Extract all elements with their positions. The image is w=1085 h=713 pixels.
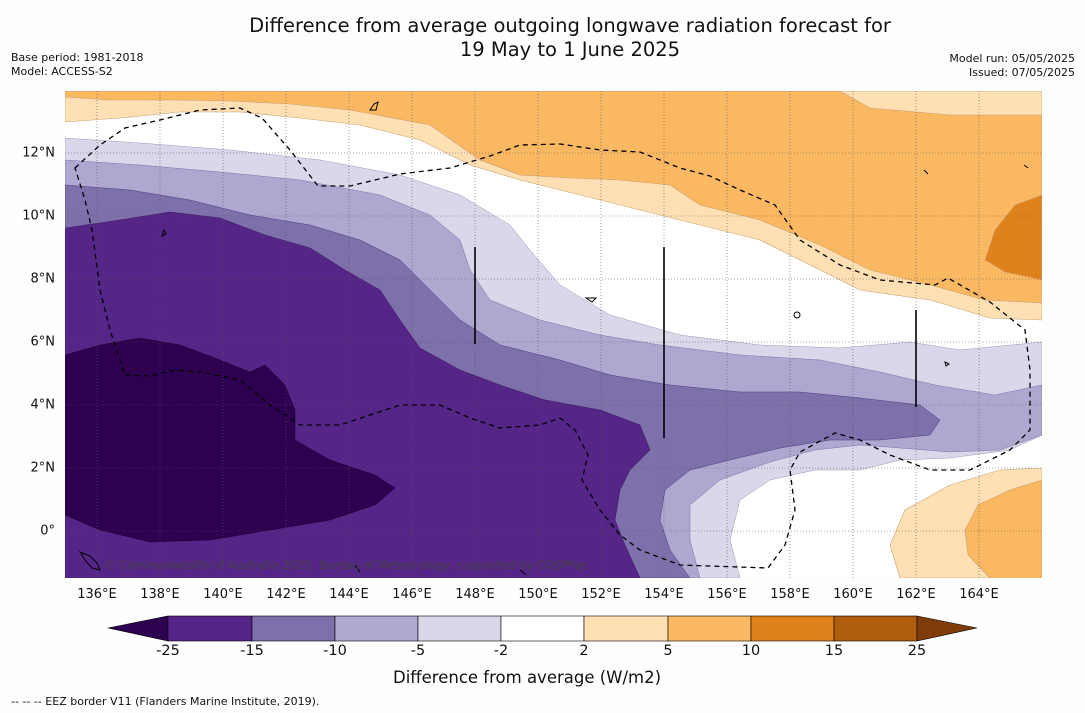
colorbar-bin-4 <box>417 615 502 642</box>
map-title: Difference from average outgoing longwav… <box>0 14 1085 62</box>
colorbar-bin-9 <box>833 615 918 642</box>
field-bin-pos-5-10 <box>65 91 1042 304</box>
colorbar-bin-7 <box>667 615 752 642</box>
colorbar-tick-label: -10 <box>323 643 347 659</box>
x-tick-label: 152°E <box>581 587 621 602</box>
colorbar-tick-label: -15 <box>240 643 264 659</box>
colorbar-tick-label: -25 <box>156 643 180 659</box>
x-tick-label: 136°E <box>77 587 117 602</box>
x-tick-label: 160°E <box>833 587 873 602</box>
colorbar-bin-6 <box>583 615 669 642</box>
colorbar-bin-3 <box>334 615 419 642</box>
x-tick-label: 146°E <box>392 587 432 602</box>
eez-border <box>74 107 1031 569</box>
islands <box>78 101 1029 576</box>
x-tick-label: 150°E <box>518 587 558 602</box>
y-tick-label: 4°N <box>30 397 56 413</box>
colorbar-extend-high <box>916 615 978 642</box>
colorbar-tick-label: 5 <box>663 643 673 659</box>
map-title-line1: Difference from average outgoing longwav… <box>249 14 891 37</box>
x-tick-label: 156°E <box>707 587 747 602</box>
x-tick-label: 164°E <box>959 587 999 602</box>
model-name: Model: ACCESS-S2 <box>11 65 113 78</box>
x-tick-label: 144°E <box>329 587 369 602</box>
colorbar-tick-label: 25 <box>907 643 927 659</box>
y-tick-label: 10°N <box>22 208 55 224</box>
colorbar-bin-5 <box>500 615 585 642</box>
x-tick-label: 154°E <box>644 587 684 602</box>
colorbar-tick-label: -5 <box>410 643 426 659</box>
map-credit: © Commonwealth of Australia 2025, Bureau… <box>104 558 589 572</box>
x-tick-label: 140°E <box>203 587 243 602</box>
field-bin-pos-2-5-top <box>240 91 1042 116</box>
colorbar-tick-label: 10 <box>741 643 761 659</box>
eez-footnote: -- -- -- EEZ border V11 (Flanders Marine… <box>11 695 320 708</box>
x-tick-label: 162°E <box>896 587 936 602</box>
graticule <box>65 91 1042 578</box>
y-tick-label: 8°N <box>30 271 56 287</box>
base-period: Base period: 1981-2018 <box>11 51 144 64</box>
model-run: Model run: 05/05/2025 <box>949 52 1075 65</box>
field-bin-below-25 <box>65 337 396 543</box>
colorbar-tick-label: -2 <box>493 643 509 659</box>
field-bin-pos-10-15 <box>984 194 1042 281</box>
x-tick-label: 142°E <box>266 587 306 602</box>
field-bin-pos-5-10-se <box>964 479 1042 578</box>
y-tick-label: 2°N <box>30 460 56 476</box>
x-tick-label: 138°E <box>140 587 180 602</box>
x-tick-label: 158°E <box>770 587 810 602</box>
y-tick-label: 0° <box>40 523 55 539</box>
anomaly-field <box>65 91 1042 578</box>
colorbar-bin-8 <box>750 615 835 642</box>
meta-left: Base period: 1981-2018 Model: ACCESS-S2 <box>11 51 143 79</box>
y-tick-label: 6°N <box>30 334 56 350</box>
meta-right: Model run: 05/05/2025 Issued: 07/05/2025 <box>949 52 1075 80</box>
map-title-line2: 19 May to 1 June 2025 <box>459 38 681 61</box>
solid-boundary-lines <box>474 247 917 438</box>
colorbar-tick-label: 2 <box>579 643 589 659</box>
x-tick-label: 148°E <box>455 587 495 602</box>
colorbar-label: Difference from average (W/m2) <box>393 668 662 687</box>
colorbar-extend-low <box>107 615 169 642</box>
issued-date: Issued: 07/05/2025 <box>968 66 1075 79</box>
colorbar-bin-1 <box>167 615 253 642</box>
y-tick-label: 12°N <box>22 145 55 161</box>
colorbar-bin-2 <box>251 615 336 642</box>
colorbar-tick-label: 15 <box>824 643 844 659</box>
colorbar <box>107 615 978 642</box>
